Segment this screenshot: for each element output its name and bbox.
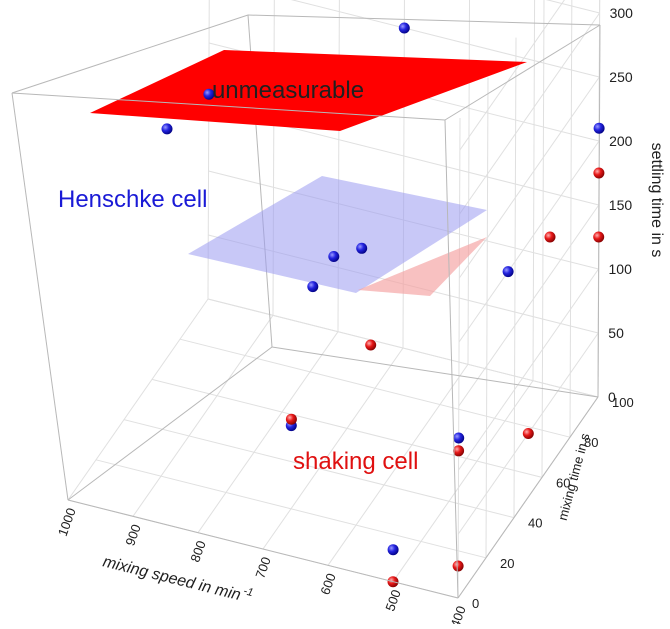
grid-line [197,331,339,533]
grid-line [458,268,599,471]
y-tick-label: 40 [528,516,542,531]
grid-line [458,204,600,407]
grid-line [262,347,404,550]
henschke-point-7 [356,242,368,254]
x-tick-label: 1000 [55,506,79,538]
x-tick-label: 800 [187,539,209,565]
annotation-unmeasurable: unmeasurable [212,77,364,104]
x-axis-label-group: mixing speed in min-1 [101,550,254,606]
z-tick-label: 50 [608,325,624,341]
x-tick-label: 600 [317,571,339,597]
grid-line [392,380,534,582]
grid-line [402,0,405,349]
y-tick-label: 80 [584,435,598,450]
grid-line [132,315,274,517]
henschke-point-9 [502,266,514,278]
x-axis-label-exponent: -1 [242,585,254,599]
grid-line [327,364,469,566]
x-tick-label: 700 [252,555,274,581]
henschke-point-4 [328,251,340,262]
grid-line [457,117,461,599]
grid-line [67,298,209,501]
box-front-edges [11,24,601,599]
y-tick-label: 20 [500,556,514,571]
henschke-point-3 [398,22,410,34]
henschke-point-8 [593,122,605,134]
henschke-point-5 [307,281,319,293]
grid-line [207,298,599,398]
grid-line [513,37,517,518]
shaking-plane [358,237,487,296]
grid-line [532,0,536,381]
henschke-point-11 [387,544,399,556]
grid-line [458,76,600,279]
z-tick-label: 250 [609,69,633,85]
shaking-point-3 [522,428,534,439]
shaking-point-7 [365,339,377,351]
shaking-point-1 [593,231,605,243]
grid-line [459,12,601,215]
henschke-point-2 [161,123,173,135]
annotation-shaking-cell: shaking cell [293,448,418,475]
grid-line [459,0,565,151]
unmeasurable-plane [90,50,527,131]
z-axis-label: settling time in s [648,143,665,258]
grid-line [541,0,545,478]
annotation-henschke-cell: Henschke cell [58,186,207,213]
grid-line [467,0,471,365]
shaking-point-0 [593,167,605,179]
z-tick-label: 150 [609,197,633,213]
z-tick-label: 100 [609,261,633,277]
grid-line [569,0,573,438]
x-tick-label: 400 [447,604,469,624]
y-tick-label: 100 [612,395,634,410]
y-tick-label: 0 [472,596,479,611]
henschke-plane [188,176,487,293]
shaking-point-5 [452,560,464,572]
henschke-point-10 [453,432,465,444]
shaking-point-8 [285,413,297,425]
z-tick-label: 200 [609,133,633,149]
grid-line [458,140,600,343]
grid-line [485,77,489,558]
grid-line [123,419,515,519]
x-tick-label: 900 [122,522,144,548]
z-tick-label: 300 [610,5,634,21]
planes-layer [90,50,527,296]
grid-line [151,378,543,478]
x-tick-label: 500 [382,588,404,614]
henschke-point-1 [203,88,215,100]
x-axis-label: mixing speed in min [101,553,242,604]
shaking-point-4 [453,445,465,457]
grid-line [95,459,487,559]
shaking-point-2 [544,231,556,243]
z-tick-label: 0 [608,389,616,405]
y-tick-label: 60 [556,475,570,490]
grid-line [179,338,571,438]
points-layer [161,22,605,588]
